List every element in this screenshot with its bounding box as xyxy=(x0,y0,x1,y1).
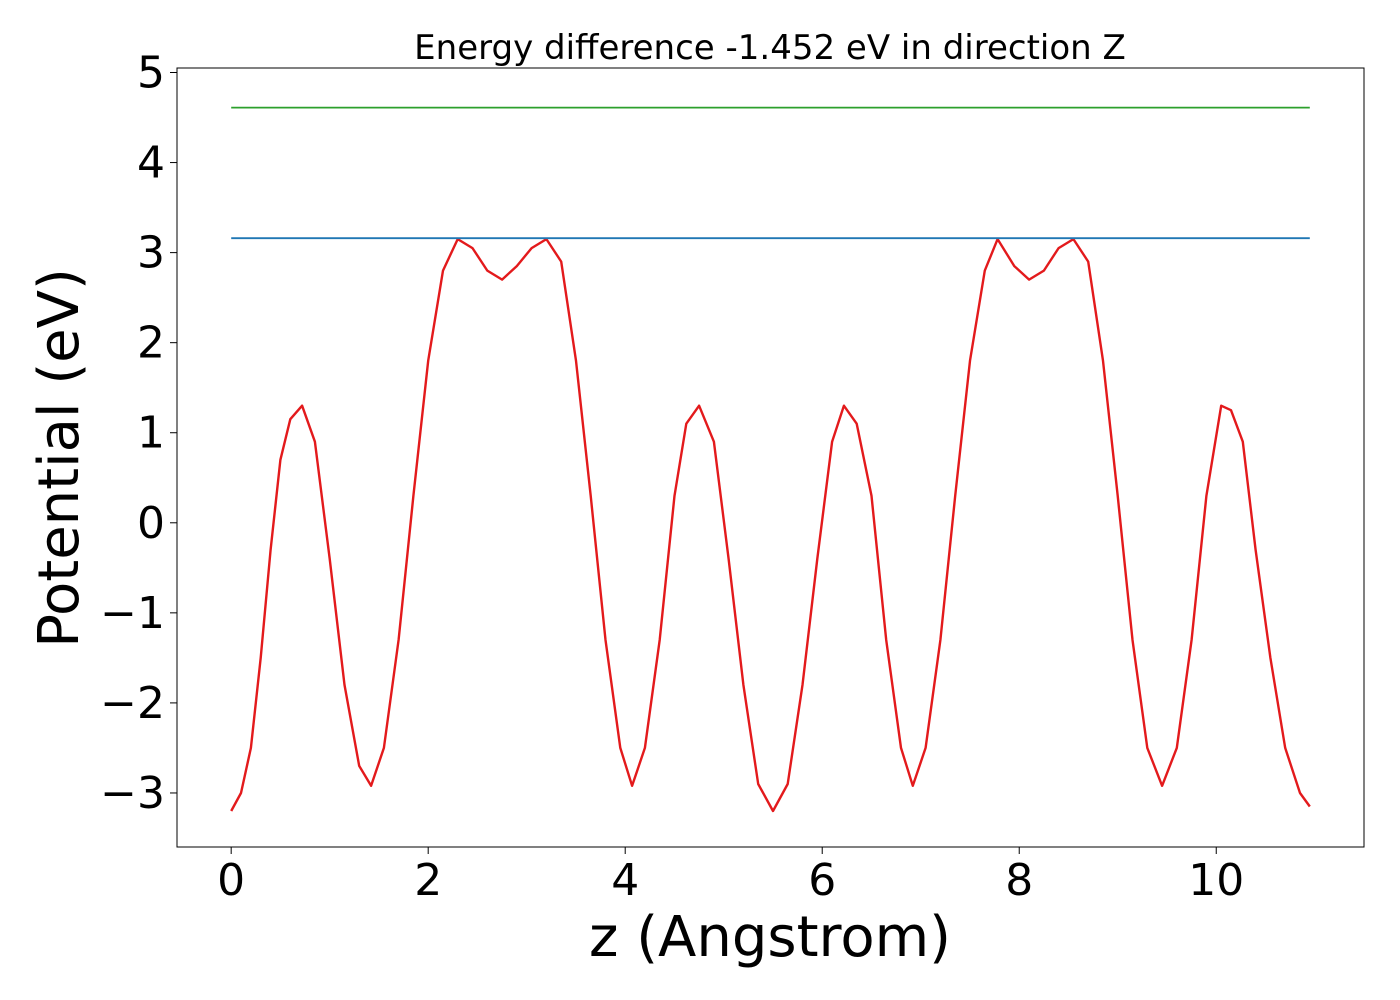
y-tick-label: 3 xyxy=(137,228,165,279)
x-axis-ticks: 0 2 4 6 8 10 xyxy=(217,847,1244,906)
y-tick-label: −2 xyxy=(100,678,165,729)
y-tick-label: −3 xyxy=(100,768,165,819)
y-tick-label: 1 xyxy=(137,408,165,459)
x-tick-label: 10 xyxy=(1188,855,1244,906)
chart-title: Energy difference -1.452 eV in direction… xyxy=(414,28,1126,68)
x-tick-label: 6 xyxy=(808,855,836,906)
x-tick-label: 0 xyxy=(217,855,245,906)
x-axis-label: z (Angstrom) xyxy=(589,905,951,970)
x-tick-label: 4 xyxy=(611,855,639,906)
y-tick-label: 2 xyxy=(137,318,165,369)
y-tick-label: −1 xyxy=(100,588,165,639)
plot-frame xyxy=(176,67,1365,848)
x-tick-label: 8 xyxy=(1005,855,1033,906)
series-line-1 xyxy=(230,237,1311,813)
y-axis-ticks: −3 −2 −1 0 1 2 3 4 5 xyxy=(100,48,177,819)
x-tick-label: 2 xyxy=(414,855,442,906)
y-axis-label: Potential (eV) xyxy=(27,268,92,648)
y-tick-label: 0 xyxy=(137,498,165,549)
y-tick-label: 4 xyxy=(137,138,165,189)
y-tick-label: 5 xyxy=(137,48,165,99)
series-layer xyxy=(230,106,1311,813)
